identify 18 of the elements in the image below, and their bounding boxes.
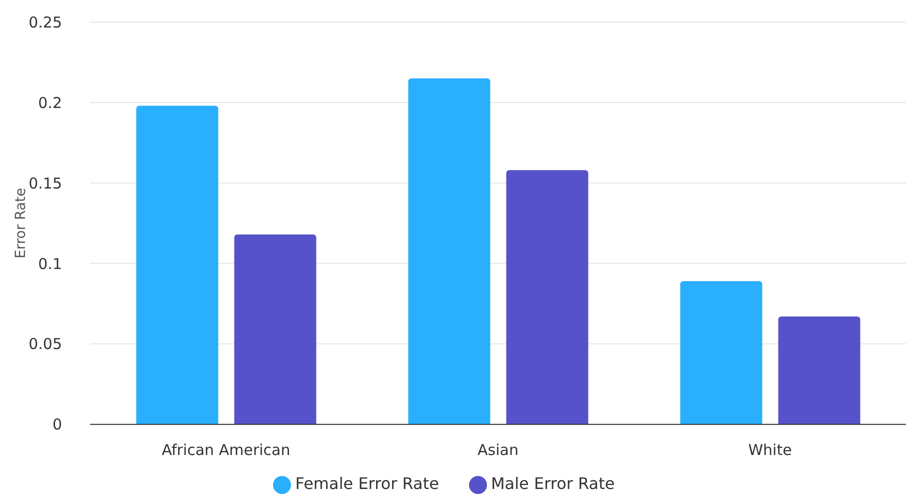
legend-label: Male Error Rate [490, 474, 615, 494]
y-tick-label: 0.05 [28, 335, 62, 354]
bar [506, 170, 588, 424]
bar [408, 78, 490, 424]
x-tick-label: African American [162, 441, 290, 460]
legend-label: Female Error Rate [295, 474, 439, 494]
bar [234, 234, 316, 424]
y-tick-label: 0.15 [28, 174, 62, 192]
x-tick-label: Asian [478, 441, 518, 460]
y-tick-label: 0.2 [38, 94, 62, 112]
y-tick-label: 0.1 [38, 254, 62, 273]
y-tick-label: 0 [52, 416, 62, 434]
y-tick-label: 0.25 [28, 13, 62, 32]
bar [136, 106, 218, 424]
bar [680, 281, 762, 424]
y-axis-title: Error Rate [12, 188, 29, 259]
x-tick-label: White [748, 441, 792, 460]
bar [778, 316, 860, 424]
